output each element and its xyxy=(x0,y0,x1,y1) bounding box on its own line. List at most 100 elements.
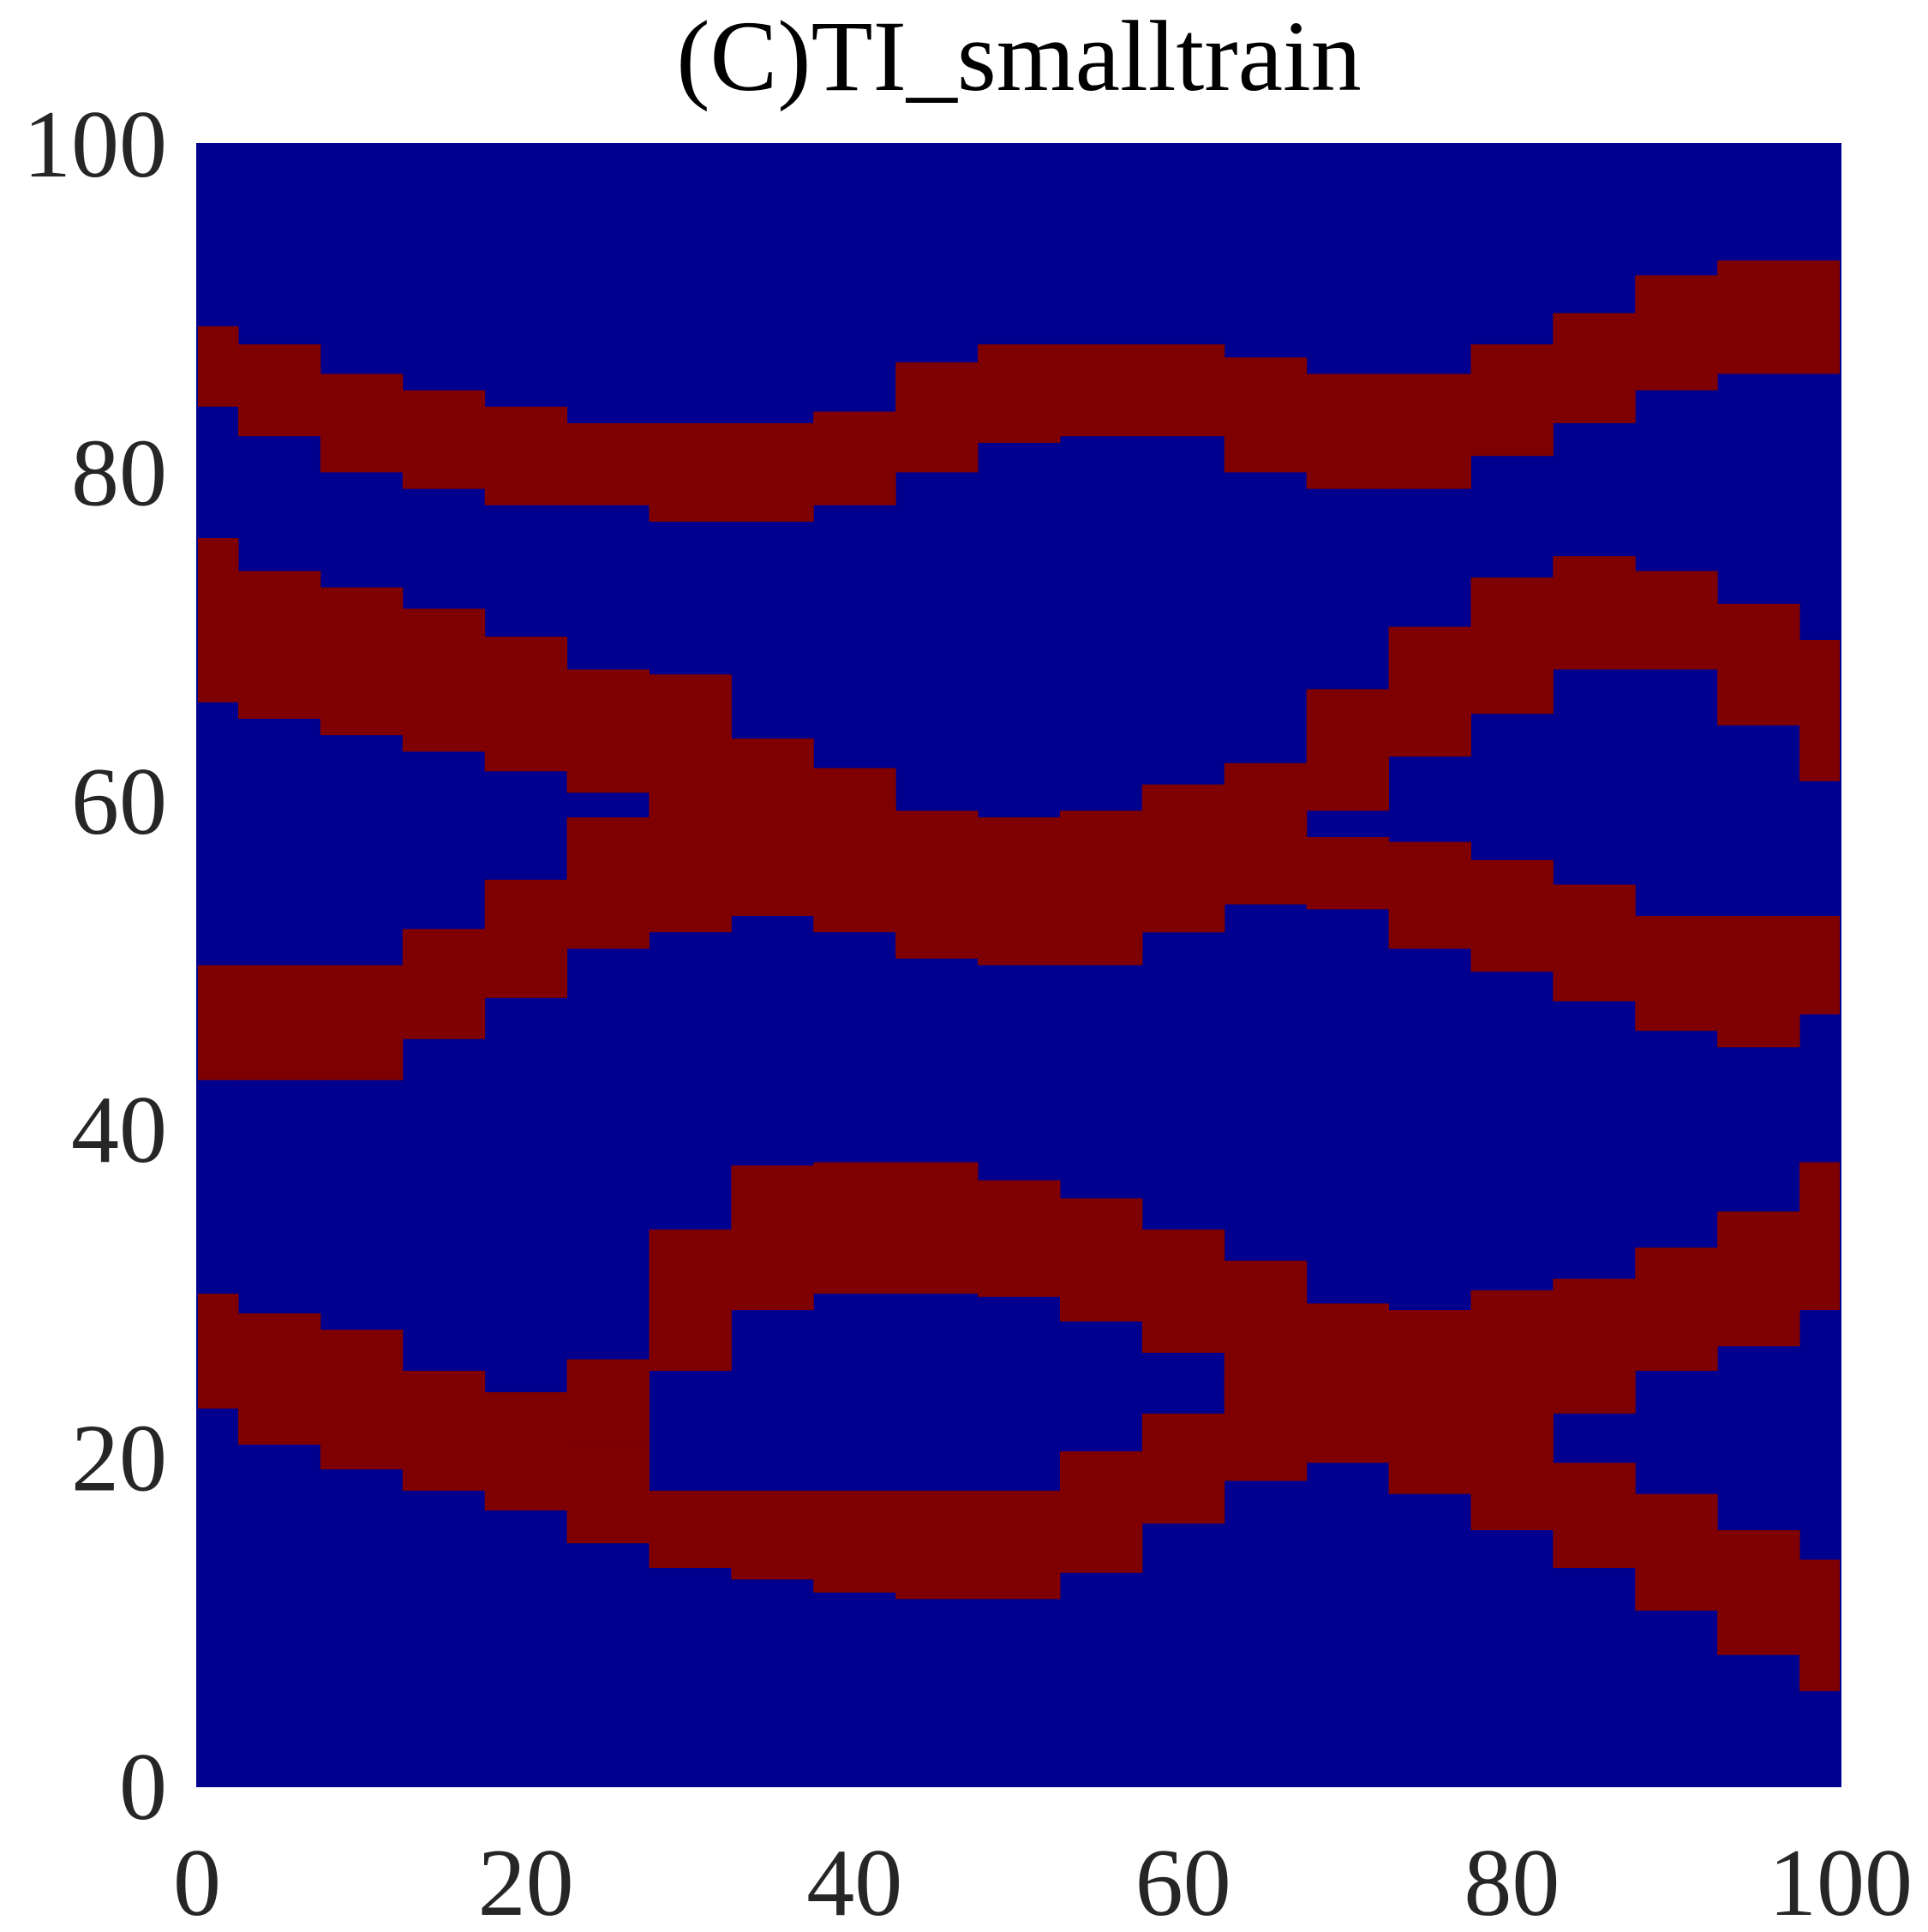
channel-cell xyxy=(320,965,404,1080)
x-tick-label: 100 xyxy=(1769,1830,1913,1928)
channel-cell xyxy=(1717,915,1800,1048)
channel-cell xyxy=(566,1445,650,1544)
y-tick-label: 100 xyxy=(23,92,167,198)
channel-cell xyxy=(649,422,732,522)
y-tick-label: 20 xyxy=(71,1406,167,1512)
channel-cell xyxy=(1717,603,1800,726)
channel-cell xyxy=(813,1162,896,1294)
channel-cell xyxy=(1059,344,1143,437)
channel-cell xyxy=(1799,260,1841,374)
channel-cell xyxy=(1470,344,1554,457)
channel-cell xyxy=(566,422,650,505)
y-tick-label: 0 xyxy=(119,1734,167,1840)
channel-cell xyxy=(813,411,896,505)
channel-cell xyxy=(895,1490,979,1600)
channel-cell xyxy=(1388,626,1471,757)
channel-cell xyxy=(1799,1162,1841,1311)
channel-cell xyxy=(731,784,814,916)
channel-cell xyxy=(237,1313,321,1445)
x-tick-label: 80 xyxy=(1464,1830,1560,1928)
channel-cell xyxy=(237,571,321,719)
x-tick-label: 20 xyxy=(478,1830,574,1928)
channel-cell xyxy=(1306,836,1390,910)
channel-cell xyxy=(731,422,814,522)
channel-cell xyxy=(978,344,1061,443)
channel-cell xyxy=(1306,1303,1390,1451)
channel-cell xyxy=(320,374,404,473)
channel-cell xyxy=(320,1330,404,1470)
channel-cell xyxy=(1141,1229,1225,1353)
channel-cell xyxy=(1553,884,1636,1002)
channel-cell xyxy=(1635,1493,1718,1611)
channel-cell xyxy=(1388,1334,1471,1494)
channel-cell xyxy=(1799,639,1841,781)
channel-cell xyxy=(1224,1382,1308,1481)
channel-cell xyxy=(402,608,486,752)
x-tick-label: 0 xyxy=(173,1830,221,1928)
channel-cell xyxy=(649,1229,732,1371)
channel-cell xyxy=(484,637,568,772)
channel-cell xyxy=(1635,915,1718,1032)
channel-cell xyxy=(197,538,239,703)
channel-cell xyxy=(1224,763,1308,905)
channel-cell xyxy=(1224,1260,1308,1396)
channel-cell xyxy=(1635,275,1718,391)
channel-cell xyxy=(1799,915,1841,1015)
channel-cell xyxy=(1059,1450,1143,1573)
channel-cell xyxy=(1553,556,1636,670)
channels xyxy=(197,260,1841,1691)
channel-cell xyxy=(402,929,486,1039)
channel-cell xyxy=(1306,689,1390,811)
channel-cell xyxy=(197,326,239,407)
channel-cell xyxy=(320,587,404,736)
channel-cell xyxy=(484,406,568,505)
channel-cell xyxy=(1717,260,1800,374)
channel-cell xyxy=(813,800,896,933)
y-tick-label: 40 xyxy=(71,1077,167,1183)
channel-cell xyxy=(566,669,650,793)
channel-cell xyxy=(895,362,979,473)
channel-cell xyxy=(895,1162,979,1294)
channel-cell xyxy=(197,1293,239,1409)
channel-cell xyxy=(1059,1198,1143,1322)
channel-cell xyxy=(1306,374,1390,489)
channel-cell xyxy=(1141,344,1225,437)
channel-cell xyxy=(978,816,1061,966)
channel-cell xyxy=(1470,859,1554,972)
channel-cell xyxy=(566,816,650,949)
channel-cell xyxy=(197,965,239,1080)
channel-cell xyxy=(731,1165,814,1311)
channel-cell xyxy=(1470,1402,1554,1530)
channel-cell xyxy=(649,768,732,933)
plot-frame xyxy=(196,143,1841,1787)
channel-cell xyxy=(813,1490,896,1593)
channel-cell xyxy=(1141,1413,1225,1524)
channel-cell xyxy=(978,1490,1061,1600)
x-tick-label: 60 xyxy=(1135,1830,1231,1928)
channel-cell xyxy=(1799,1559,1841,1691)
channel-cell xyxy=(1717,1529,1800,1655)
y-tick-label: 80 xyxy=(71,420,167,526)
channel-cell xyxy=(237,965,321,1080)
channel-cell xyxy=(484,1391,568,1510)
channel-cell xyxy=(1224,357,1308,473)
channel-cell xyxy=(1553,313,1636,423)
channel-cell xyxy=(1717,1211,1800,1347)
channel-cell xyxy=(1388,841,1471,949)
channel-cell xyxy=(1635,1247,1718,1371)
channel-cell xyxy=(1059,810,1143,957)
y-tick-label: 60 xyxy=(71,749,167,855)
channel-cell xyxy=(895,816,979,949)
x-tick-label: 40 xyxy=(806,1830,902,1928)
channel-cell xyxy=(731,1490,814,1580)
channel-cell xyxy=(1635,571,1718,670)
channel-cell xyxy=(402,1370,486,1491)
channel-cell xyxy=(1470,577,1554,715)
channel-cell xyxy=(566,1359,650,1445)
channel-cell xyxy=(1388,374,1471,489)
channel-cell xyxy=(1141,784,1225,933)
channel-cell xyxy=(1553,1278,1636,1414)
channel-cell xyxy=(402,390,486,489)
channel-cell xyxy=(649,1490,732,1569)
